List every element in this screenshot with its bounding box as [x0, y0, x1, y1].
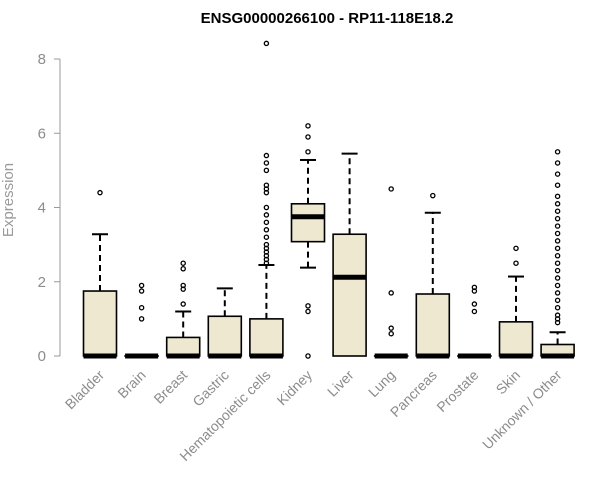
x-tick-label: Unknown / Other [479, 367, 565, 453]
outlier-point [554, 245, 561, 252]
outlier-point [263, 160, 270, 166]
outlier-point [554, 260, 561, 266]
outlier-point [138, 304, 145, 311]
box-body [82, 290, 118, 357]
outlier-point [430, 192, 436, 199]
outlier-point [263, 40, 270, 47]
outlier-point [554, 160, 561, 166]
outlier-point [554, 223, 561, 229]
outlier-point [263, 241, 270, 248]
box-4 [207, 287, 243, 359]
box-11 [498, 245, 534, 359]
outlier-point [554, 215, 561, 222]
outlier-point [513, 260, 519, 266]
box-body [207, 315, 243, 357]
outlier-point [554, 238, 561, 244]
outlier-point [263, 234, 270, 240]
outlier-point [388, 325, 394, 331]
outlier-point [471, 284, 478, 291]
box-6 [290, 123, 326, 359]
outlier-point [554, 208, 561, 214]
y-tick-label: 0 [38, 348, 46, 365]
y-tick-label: 4 [38, 200, 46, 217]
y-tick-label: 8 [38, 51, 46, 68]
outlier-point [263, 204, 270, 211]
outlier-point [263, 227, 270, 233]
outlier-point [263, 219, 270, 226]
outlier-point [554, 275, 561, 281]
outlier-point [180, 301, 186, 307]
outlier-point [305, 149, 311, 155]
outlier-point [180, 282, 186, 289]
x-tick-label: Skin [493, 367, 524, 398]
x-tick-label: Brain [114, 367, 148, 401]
outlier-point [554, 193, 561, 200]
box-8 [373, 186, 409, 359]
box-body [332, 233, 367, 357]
outlier-point [471, 308, 478, 315]
outlier-point [388, 330, 394, 337]
box-9 [415, 192, 451, 359]
outlier-point [180, 266, 186, 272]
outlier-point [97, 189, 103, 196]
outlier-point [263, 182, 270, 188]
box-body [165, 336, 201, 357]
outlier-point [305, 123, 311, 129]
x-tick-label: Liver [324, 367, 357, 400]
outlier-point [388, 290, 394, 296]
box-body [498, 321, 534, 357]
boxes-group [82, 40, 575, 359]
outlier-point [388, 186, 394, 192]
box-1 [82, 189, 118, 359]
outlier-point [180, 260, 186, 266]
outlier-point [305, 134, 311, 140]
y-axis: 0 2 4 6 8 [38, 51, 61, 365]
box-body [290, 202, 326, 243]
x-tick-label: Prostate [433, 367, 481, 415]
box-3 [165, 260, 201, 359]
outlier-point [554, 230, 561, 237]
chart-title: ENSG00000266100 - RP11-118E18.2 [201, 10, 454, 27]
outlier-point [305, 303, 311, 309]
outlier-point [138, 288, 145, 294]
box-7 [332, 152, 367, 357]
outlier-point [554, 149, 561, 155]
outlier-point [554, 312, 561, 318]
outlier-point [554, 304, 561, 311]
outlier-point [471, 301, 478, 307]
outlier-point [138, 316, 145, 322]
outlier-point [138, 282, 145, 289]
outlier-point [554, 282, 561, 289]
box-body [249, 318, 284, 357]
outlier-point [554, 267, 561, 274]
box-body [415, 293, 451, 357]
outlier-point [554, 201, 561, 207]
x-tick-label: Kidney [274, 367, 316, 409]
x-tick-label: Bladder [62, 367, 108, 413]
outlier-point [554, 182, 561, 188]
box-10 [457, 284, 492, 359]
outlier-point [263, 167, 270, 174]
box-12 [540, 149, 575, 359]
outlier-point [263, 212, 270, 218]
y-tick-label: 2 [38, 274, 46, 291]
outlier-point [554, 253, 561, 259]
outlier-point [513, 245, 519, 252]
box-2 [124, 282, 159, 359]
x-tick-label: Lung [365, 367, 398, 400]
x-tick-label: Breast [150, 367, 190, 407]
outlier-point [305, 353, 311, 359]
y-axis-label: Expression [0, 163, 17, 237]
box-5 [249, 40, 284, 359]
outlier-point [263, 152, 270, 159]
outlier-point [554, 290, 561, 296]
y-tick-label: 6 [38, 125, 46, 142]
outlier-point [554, 297, 561, 304]
outlier-point [554, 171, 561, 177]
outlier-point [305, 308, 311, 315]
